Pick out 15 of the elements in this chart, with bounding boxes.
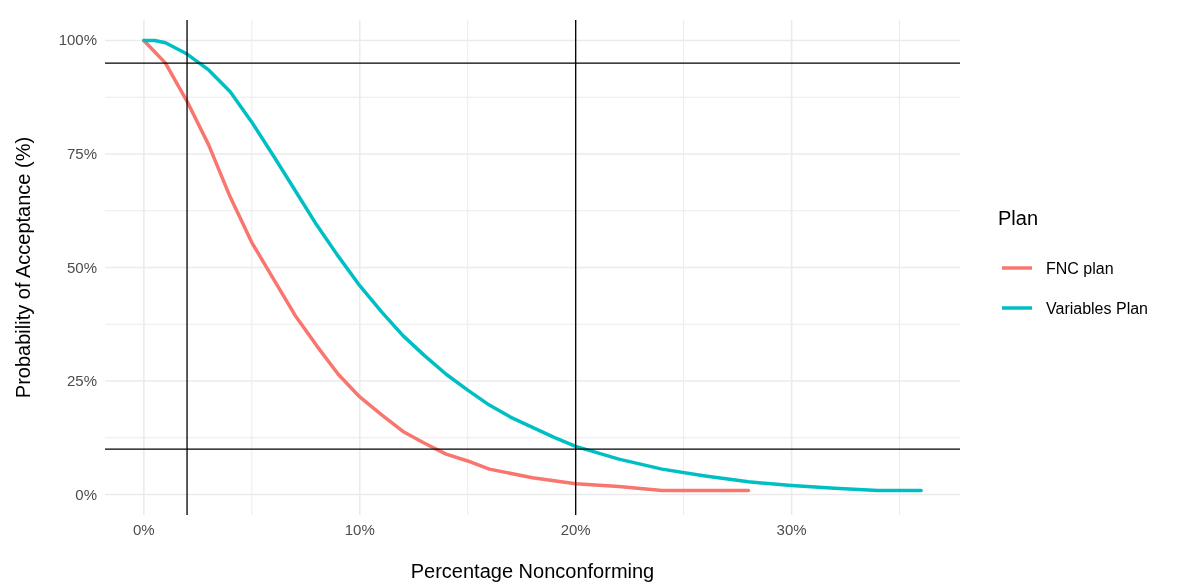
x-tick-label: 10%: [344, 521, 375, 538]
legend-label: FNC plan: [1046, 260, 1114, 277]
y-tick-label: 50%: [66, 258, 97, 276]
x-axis-title: Percentage Nonconforming: [410, 560, 655, 582]
legend-title: Plan: [998, 207, 1039, 229]
x-tick-label: 30%: [776, 521, 807, 538]
x-tick-label: 0%: [133, 521, 155, 538]
x-tick-label: 20%: [560, 521, 591, 538]
y-tick-label: 75%: [66, 144, 97, 162]
line-series: [142, 38, 923, 493]
legend-label: Variables Plan: [1046, 300, 1148, 317]
y-axis-title: Probability of Acceptance (%): [12, 136, 34, 399]
y-tick-label: 100%: [58, 31, 97, 49]
y-tick-label: 25%: [66, 372, 97, 390]
y-tick-label: 0%: [75, 485, 97, 503]
